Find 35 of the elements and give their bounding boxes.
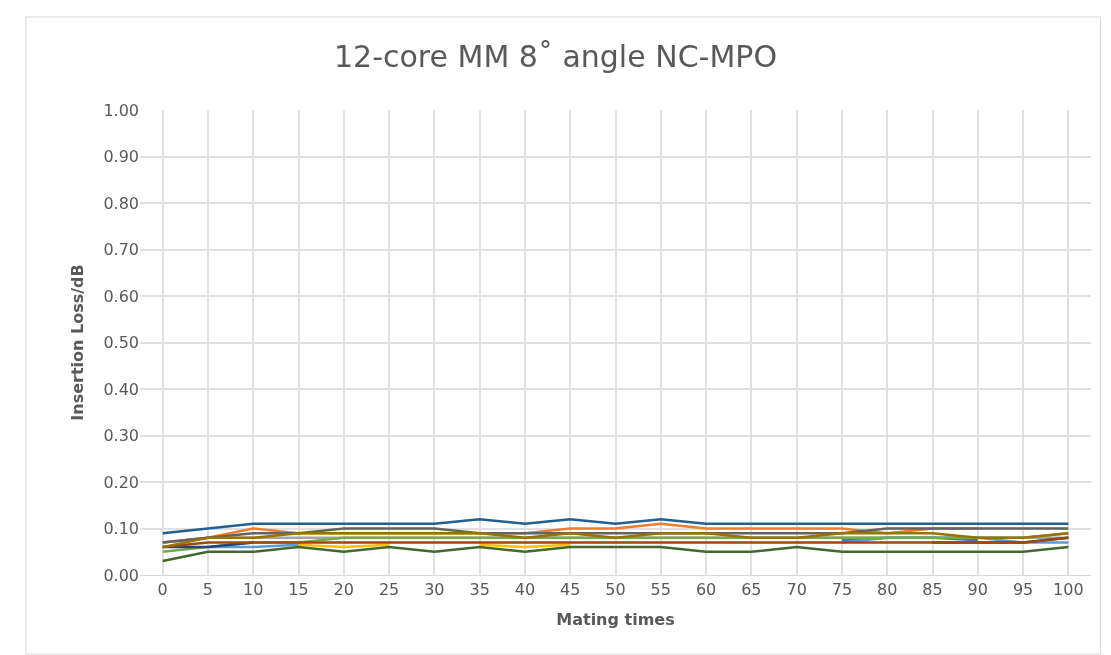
x-tick-label: 0: [157, 580, 168, 600]
x-tick-label: 70: [786, 580, 807, 600]
x-tick-label: 60: [695, 580, 717, 600]
x-tick-label: 95: [1012, 580, 1034, 600]
y-tick-label: 0.00: [103, 565, 139, 585]
y-tick-label: 0.80: [103, 193, 139, 213]
x-tick-label: 20: [333, 580, 354, 600]
x-tick-label: 40: [514, 580, 536, 600]
y-tick-label: 0.60: [103, 286, 139, 306]
y-tick-label: 1.00: [103, 100, 139, 120]
x-tick-label: 50: [605, 580, 626, 600]
x-tick-label: 90: [967, 580, 988, 600]
x-axis-title: Mating times: [556, 609, 675, 629]
x-tick-label: 45: [560, 580, 581, 600]
x-tick-label: 75: [831, 580, 853, 600]
x-tick-label: 80: [877, 580, 898, 600]
y-axis-title: Insertion Loss/dB: [68, 264, 88, 421]
x-tick-label: 65: [741, 580, 762, 600]
y-tick-label: 0.90: [103, 147, 139, 167]
y-tick-label: 0.30: [103, 426, 139, 446]
y-tick-label: 0.40: [103, 379, 139, 399]
y-tick-label: 0.20: [103, 472, 139, 492]
x-tick-label: 25: [378, 580, 400, 600]
x-tick-label: 100: [1053, 580, 1084, 600]
x-tick-label: 85: [922, 580, 943, 600]
x-tick-label: 55: [650, 580, 671, 600]
x-tick-label: 5: [202, 580, 214, 600]
y-tick-label: 0.50: [103, 333, 139, 353]
y-tick-label: 0.10: [103, 519, 139, 539]
y-tick-label: 0.70: [103, 240, 139, 260]
chart-title: 12-core MM 8˚ angle NC-MPO: [333, 38, 778, 74]
x-tick-label: 35: [469, 580, 490, 600]
x-tick-label: 15: [288, 580, 309, 600]
x-tick-label: 30: [424, 580, 445, 600]
x-tick-label: 10: [243, 580, 264, 600]
